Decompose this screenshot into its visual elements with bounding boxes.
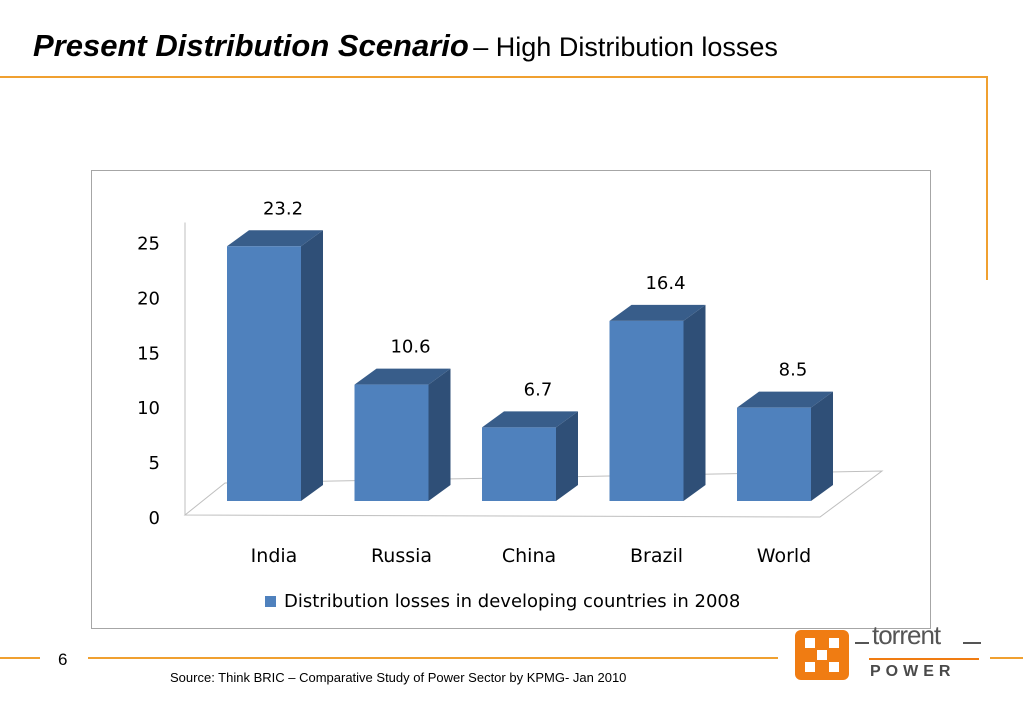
bar-top-china <box>482 411 578 428</box>
bar-russia <box>354 384 429 501</box>
x-tick-label: China <box>502 545 556 567</box>
data-label: 6.7 <box>524 379 553 400</box>
y-tick-label: 10 <box>137 398 160 419</box>
top-accent-rule <box>0 76 988 78</box>
data-label: 8.5 <box>779 360 808 381</box>
y-tick-label: 5 <box>149 453 160 474</box>
chart-frame: 0 5 10 15 20 25 23.2 India 10.6 Russia 6.7 China 16.… <box>91 170 931 629</box>
bottom-rule-right <box>990 657 1023 659</box>
bar-top-india <box>227 230 323 247</box>
bar-side-russia <box>428 368 451 501</box>
bar-side-brazil <box>683 304 706 501</box>
bar-top-world <box>737 391 833 408</box>
logo-subtext: POWER <box>870 663 956 680</box>
bar-side-india <box>301 230 323 501</box>
bar-side-world <box>811 391 833 501</box>
bar-chart: 0 5 10 15 20 25 23.2 India 10.6 Russia 6.7 China 16.… <box>137 198 884 612</box>
data-label: 16.4 <box>645 273 685 294</box>
x-tick-label: Russia <box>371 545 432 567</box>
y-tick-label: 15 <box>137 343 160 364</box>
x-tick-label: World <box>757 545 811 567</box>
y-tick-label: 0 <box>149 508 160 529</box>
bar-top-russia <box>354 368 451 385</box>
chart-floor <box>183 470 884 518</box>
x-tick-label: Brazil <box>630 545 683 567</box>
logo-mark-icon <box>795 630 981 680</box>
bar-side-china <box>556 411 578 501</box>
data-label: 23.2 <box>263 198 303 219</box>
y-tick-label: 25 <box>137 234 160 255</box>
bar-world <box>737 407 811 501</box>
y-tick-label: 20 <box>137 288 160 309</box>
bar-china <box>482 427 556 501</box>
right-accent-rule <box>986 76 988 280</box>
slide-title: Present Distribution Scenario – High Dis… <box>33 30 778 61</box>
title-main: Present Distribution Scenario <box>33 28 469 63</box>
bar-brazil <box>609 320 684 501</box>
legend-swatch <box>265 596 276 607</box>
bottom-rule-left <box>0 657 40 659</box>
source-citation: Source: Think BRIC – Comparative Study o… <box>170 670 627 685</box>
title-subtitle: – High Distribution losses <box>473 32 778 62</box>
x-tick-label: India <box>251 545 298 567</box>
page-number: 6 <box>58 650 68 669</box>
bar-india <box>227 246 301 501</box>
bar-top-brazil <box>609 304 706 321</box>
logo-wordmark: torrent <box>872 620 941 650</box>
legend-label: Distribution losses in developing countr… <box>284 591 740 612</box>
bottom-rule-middle <box>88 657 778 659</box>
data-label: 10.6 <box>390 337 430 358</box>
